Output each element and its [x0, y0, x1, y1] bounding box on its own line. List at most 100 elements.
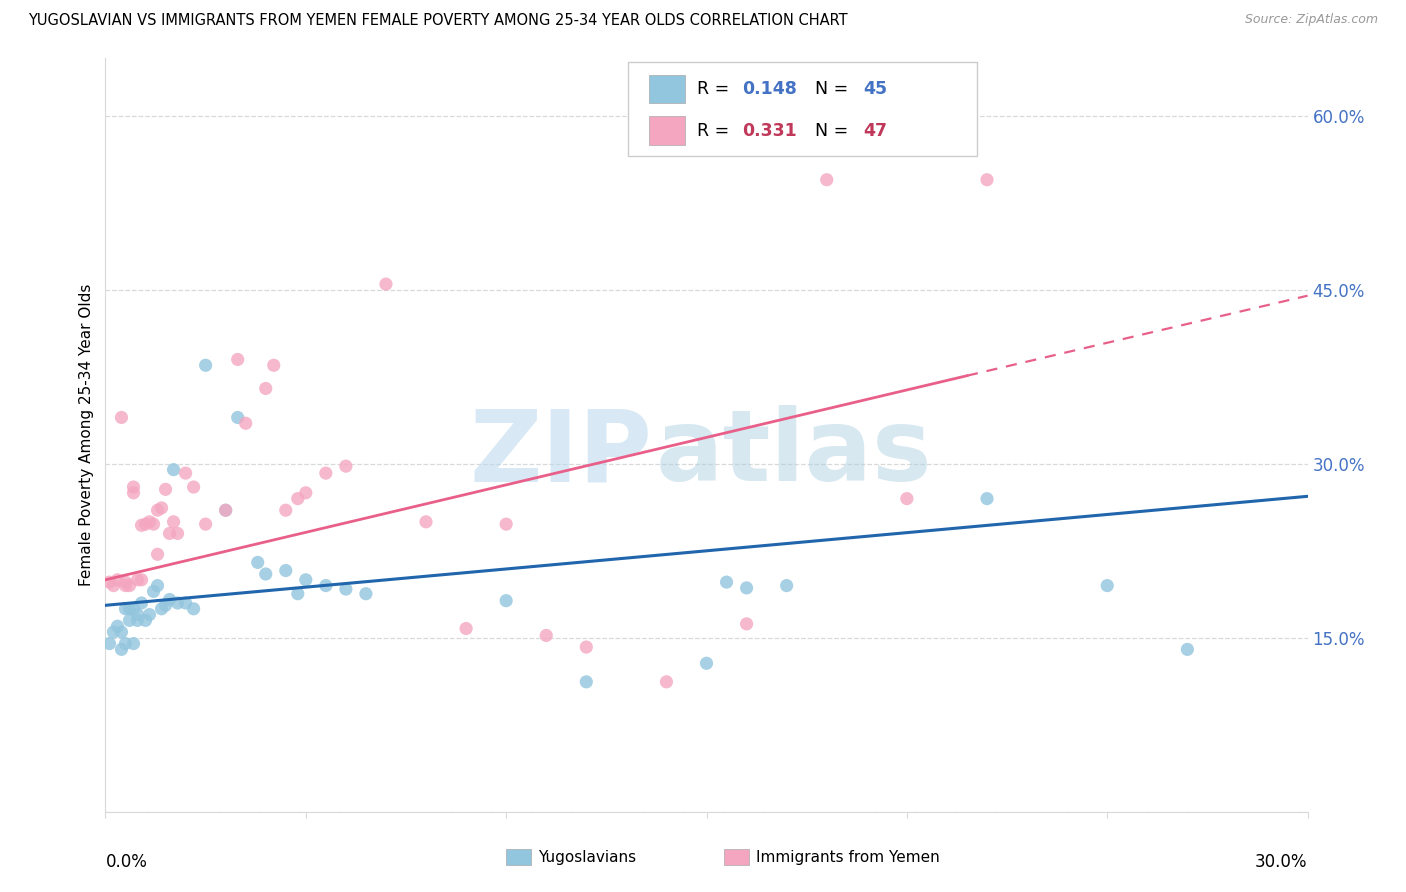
Point — [162, 515, 184, 529]
Point — [131, 596, 153, 610]
Point — [194, 517, 217, 532]
Point — [374, 277, 398, 292]
Bar — [648, 116, 685, 145]
Text: Immigrants from Yemen: Immigrants from Yemen — [756, 850, 941, 864]
Point — [159, 592, 181, 607]
Point — [107, 573, 129, 587]
Point — [135, 614, 157, 628]
Point — [114, 579, 136, 593]
Point — [135, 517, 157, 532]
Point — [142, 517, 165, 532]
FancyBboxPatch shape — [628, 62, 977, 156]
Text: Source: ZipAtlas.com: Source: ZipAtlas.com — [1244, 13, 1378, 27]
Point — [976, 491, 998, 506]
Text: YUGOSLAVIAN VS IMMIGRANTS FROM YEMEN FEMALE POVERTY AMONG 25-34 YEAR OLDS CORREL: YUGOSLAVIAN VS IMMIGRANTS FROM YEMEN FEM… — [28, 13, 848, 29]
Point — [226, 410, 249, 425]
Point — [655, 674, 678, 689]
Point — [776, 579, 799, 593]
Point — [118, 602, 141, 616]
Point — [315, 579, 337, 593]
Point — [415, 515, 437, 529]
Point — [214, 503, 236, 517]
Point — [214, 503, 236, 517]
Text: 0.331: 0.331 — [742, 121, 797, 139]
Point — [354, 587, 377, 601]
Point — [155, 483, 177, 497]
Point — [287, 491, 309, 506]
Point — [896, 491, 918, 506]
Point — [166, 596, 188, 610]
Bar — [506, 849, 531, 865]
Point — [131, 518, 153, 533]
Point — [696, 657, 718, 671]
Point — [335, 582, 357, 596]
Point — [122, 485, 145, 500]
Point — [162, 462, 184, 476]
Point — [183, 480, 205, 494]
Bar — [724, 849, 749, 865]
Point — [98, 575, 121, 590]
Point — [127, 614, 149, 628]
Text: R =: R = — [697, 121, 735, 139]
Text: Yugoslavians: Yugoslavians — [538, 850, 637, 864]
Point — [295, 485, 318, 500]
Point — [1097, 579, 1119, 593]
Text: 30.0%: 30.0% — [1256, 853, 1308, 871]
Point — [716, 575, 738, 590]
Point — [287, 587, 309, 601]
Point — [114, 602, 136, 616]
Point — [107, 619, 129, 633]
Text: R =: R = — [697, 80, 735, 98]
Point — [146, 547, 169, 561]
Point — [122, 480, 145, 494]
Point — [122, 637, 145, 651]
Point — [575, 640, 598, 654]
Point — [495, 593, 517, 607]
Point — [110, 624, 132, 639]
Text: 47: 47 — [863, 121, 887, 139]
Point — [118, 579, 141, 593]
Point — [155, 599, 177, 613]
Point — [315, 466, 337, 480]
Bar — [648, 75, 685, 103]
Point — [575, 674, 598, 689]
Point — [174, 466, 197, 480]
Text: 0.0%: 0.0% — [105, 853, 148, 871]
Point — [110, 410, 132, 425]
Point — [166, 526, 188, 541]
Text: ZIP: ZIP — [470, 405, 652, 502]
Point — [495, 517, 517, 532]
Text: 0.148: 0.148 — [742, 80, 797, 98]
Point — [274, 503, 297, 517]
Y-axis label: Female Poverty Among 25-34 Year Olds: Female Poverty Among 25-34 Year Olds — [79, 284, 94, 586]
Point — [534, 628, 557, 642]
Point — [246, 555, 269, 570]
Text: atlas: atlas — [657, 405, 932, 502]
Point — [254, 382, 277, 396]
Point — [735, 581, 758, 595]
Point — [735, 616, 758, 631]
Text: N =: N = — [814, 80, 853, 98]
Point — [114, 637, 136, 651]
Point — [174, 596, 197, 610]
Point — [274, 564, 297, 578]
Point — [118, 614, 141, 628]
Point — [103, 579, 125, 593]
Point — [335, 459, 357, 474]
Point — [159, 526, 181, 541]
Point — [146, 579, 169, 593]
Point — [263, 358, 285, 373]
Point — [127, 573, 149, 587]
Point — [146, 503, 169, 517]
Point — [98, 637, 121, 651]
Point — [150, 602, 173, 616]
Point — [976, 173, 998, 187]
Point — [131, 573, 153, 587]
Point — [226, 352, 249, 367]
Point — [138, 607, 160, 622]
Text: 45: 45 — [863, 80, 887, 98]
Point — [110, 642, 132, 657]
Point — [254, 567, 277, 582]
Text: N =: N = — [814, 121, 853, 139]
Point — [142, 584, 165, 599]
